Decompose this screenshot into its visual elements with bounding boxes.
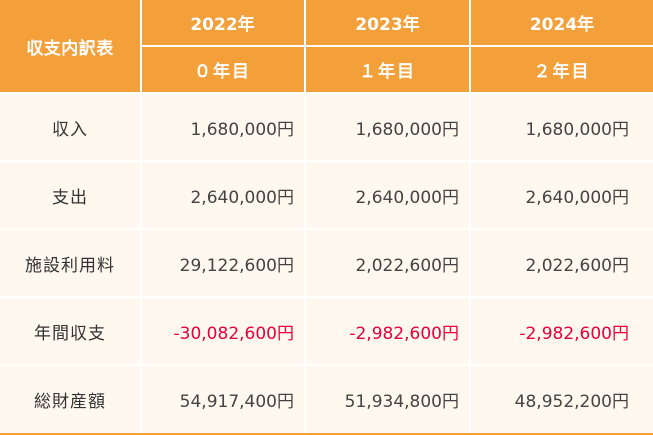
column-divider	[304, 0, 306, 435]
table-cell-negative: -2,982,600円	[519, 323, 629, 344]
row-divider	[0, 228, 653, 230]
row-label-facility-fee: 施設利用料	[25, 255, 115, 276]
column-divider	[140, 0, 142, 435]
table-bottom-border	[0, 433, 653, 435]
row-divider	[0, 92, 653, 94]
column-divider	[469, 0, 471, 435]
year-header-2023: 2023年	[355, 15, 420, 35]
row-divider	[0, 364, 653, 366]
row-label-income: 収入	[52, 119, 88, 140]
table-cell: 2,640,000円	[355, 187, 459, 208]
nth-year-1: １年目	[359, 61, 416, 82]
table-cell: 2,640,000円	[190, 187, 294, 208]
table-title: 収支内訳表	[26, 38, 114, 59]
row-divider	[0, 160, 653, 162]
year-header-2024: 2024年	[529, 15, 595, 35]
table-cell-negative: -30,082,600円	[173, 323, 294, 344]
table-cell: 48,952,200円	[514, 392, 629, 412]
header-divider	[141, 45, 653, 47]
row-divider	[0, 296, 653, 298]
nth-year-2: ２年目	[533, 61, 591, 82]
table-cell: 51,934,800円	[344, 392, 459, 412]
table-cell: 1,680,000円	[190, 119, 294, 140]
table-cell: 2,022,600円	[525, 255, 629, 276]
table-cell: 1,680,000円	[525, 119, 629, 140]
table-cell: 2,022,600円	[355, 255, 459, 276]
table-cell: 54,917,400円	[179, 392, 294, 412]
table-cell-negative: -2,982,600円	[349, 323, 459, 344]
nth-year-0: ０年目	[194, 61, 251, 82]
row-label-expense: 支出	[52, 187, 88, 208]
year-header-2022: 2022年	[190, 15, 255, 35]
row-label-total-assets: 総財産額	[34, 392, 106, 412]
table-cell: 2,640,000円	[525, 187, 629, 208]
table-cell: 1,680,000円	[355, 119, 459, 140]
row-label-annual-balance: 年間収支	[34, 323, 106, 344]
table-cell: 29,122,600円	[179, 255, 294, 276]
